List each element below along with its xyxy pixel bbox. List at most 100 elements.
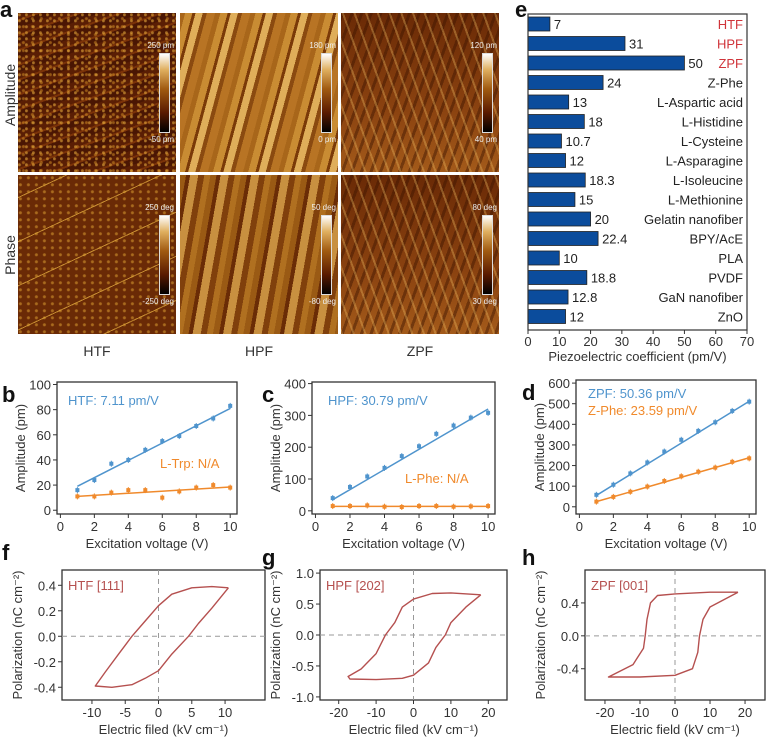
bar-value-label: 10.7 xyxy=(565,134,590,149)
x-tick-label: 0 xyxy=(671,705,678,720)
data-point xyxy=(160,495,165,500)
category-label: L-Aspartic acid xyxy=(657,95,743,110)
afm-phase-hpf: 50 deg -80 deg xyxy=(180,175,338,334)
x-axis-label: Electric filed (kV cm⁻¹) xyxy=(349,722,479,737)
x-tick-label: 6 xyxy=(678,519,685,534)
colorbar-min: 40 pm xyxy=(474,135,497,144)
data-point xyxy=(143,488,148,493)
y-tick-label: -0.4 xyxy=(557,662,579,677)
category-label: HTF xyxy=(718,17,743,32)
bar-value-label: 18 xyxy=(588,115,602,130)
bar-value-label: 10 xyxy=(563,251,577,266)
x-tick-label: 8 xyxy=(450,519,457,534)
x-tick-label: 2 xyxy=(91,519,98,534)
bar-value-label: 24 xyxy=(607,76,621,91)
data-point xyxy=(92,478,97,483)
x-tick-label: -10 xyxy=(83,705,102,720)
plot-frame xyxy=(527,13,748,331)
data-point xyxy=(194,485,199,490)
bar-l-asparagine xyxy=(527,153,566,168)
data-point xyxy=(330,504,335,509)
afm-amplitude-htf: 250 pm -50 pm xyxy=(18,13,176,172)
x-tick-label: 60 xyxy=(708,334,722,349)
x-tick-label: 30 xyxy=(615,334,629,349)
x-tick-label: 8 xyxy=(193,519,200,534)
y-tick-label: 0.4 xyxy=(561,596,579,611)
colorbar-max: 180 pm xyxy=(309,41,336,50)
data-point xyxy=(194,424,199,428)
data-point xyxy=(330,496,335,501)
data-point xyxy=(628,489,633,494)
y-tick-label: 600 xyxy=(548,376,570,391)
y-tick-label: -0.2 xyxy=(34,655,56,670)
data-point xyxy=(177,434,182,439)
bar-value-label: 13 xyxy=(573,95,587,110)
x-tick-label: -20 xyxy=(596,705,615,720)
bar-hpf xyxy=(527,36,626,51)
x-tick-label: 10 xyxy=(742,519,756,534)
x-tick-label: 10 xyxy=(223,519,237,534)
category-label: PLA xyxy=(718,251,743,266)
bar-pla xyxy=(527,250,560,266)
y-tick-label: -0.4 xyxy=(34,680,56,695)
data-point xyxy=(160,439,165,444)
colorbar xyxy=(159,215,170,295)
colorbar xyxy=(159,53,170,133)
x-tick-label: 0 xyxy=(57,519,64,534)
x-tick-label: 0 xyxy=(524,334,531,349)
category-label: L-Methionine xyxy=(668,193,743,208)
data-point xyxy=(747,456,752,461)
x-tick-label: 10 xyxy=(552,334,566,349)
bar-value-label: 18.3 xyxy=(589,173,614,188)
x-tick-label: 50 xyxy=(677,334,691,349)
x-tick-label: 0 xyxy=(410,705,417,720)
data-point xyxy=(347,484,352,489)
bar-l-methionine xyxy=(527,192,576,207)
chart-h: -20 -10 0 10 20 -0.4 0.0 0.4 Electric field (kV … xyxy=(533,569,766,737)
y-tick-label: 100 xyxy=(548,479,570,494)
y-tick-label: 100 xyxy=(284,472,306,487)
x-tick-label: 4 xyxy=(125,519,132,534)
data-point xyxy=(211,483,216,488)
fit-line xyxy=(77,486,231,498)
colorbar xyxy=(321,53,332,133)
y-axis-label: Amplitude (pm) xyxy=(532,403,547,491)
y-tick-label: 400 xyxy=(548,417,570,432)
x-tick-label: 20 xyxy=(738,705,752,720)
plot-frame xyxy=(575,379,757,515)
data-point xyxy=(486,504,491,509)
data-point xyxy=(399,454,404,459)
colorbar xyxy=(482,215,493,295)
loop-label: HTF [111] xyxy=(68,578,124,593)
data-point xyxy=(399,505,404,510)
chart-g: -20 -10 0 10 20 -1.0 -0.5 0.0 0.5 1.0 Electric fil… xyxy=(268,566,508,737)
bar-value-label: 12 xyxy=(570,154,584,169)
y-axis-label: Polarization (nC cm⁻²) xyxy=(10,571,25,700)
colorbar xyxy=(482,53,493,133)
y-tick-label: 400 xyxy=(284,377,306,392)
data-point xyxy=(109,461,114,466)
data-point xyxy=(365,503,370,508)
column-label-htf: HTF xyxy=(83,343,110,359)
data-point xyxy=(730,408,735,413)
panel-letter-b: b xyxy=(2,382,15,407)
y-tick-label: 40 xyxy=(37,453,51,468)
y-tick-label: 1.0 xyxy=(296,566,314,581)
data-point xyxy=(696,428,701,433)
bar-value-label: 12.8 xyxy=(572,290,597,305)
data-point xyxy=(713,465,718,470)
data-point xyxy=(382,504,387,509)
y-axis-label: Amplitude (pm) xyxy=(268,404,283,492)
series-label: Z-Phe: 23.59 pm/V xyxy=(588,403,697,418)
hysteresis-loop xyxy=(607,591,739,678)
bar-zpf xyxy=(527,55,685,71)
colorbar-min: -50 pm xyxy=(149,135,174,144)
bar-value-label: 7 xyxy=(554,17,561,32)
y-tick-label: 0 xyxy=(44,503,51,518)
series-label: L-Phe: N/A xyxy=(405,471,469,486)
colorbar-max: 250 deg xyxy=(145,203,174,212)
loop-label: HPF [202] xyxy=(326,578,385,593)
x-tick-label: 10 xyxy=(703,705,717,720)
chart-f: -10 -5 0 5 10 -0.4 -0.2 0.0 0.2 0.4 Electric filed… xyxy=(10,569,266,737)
